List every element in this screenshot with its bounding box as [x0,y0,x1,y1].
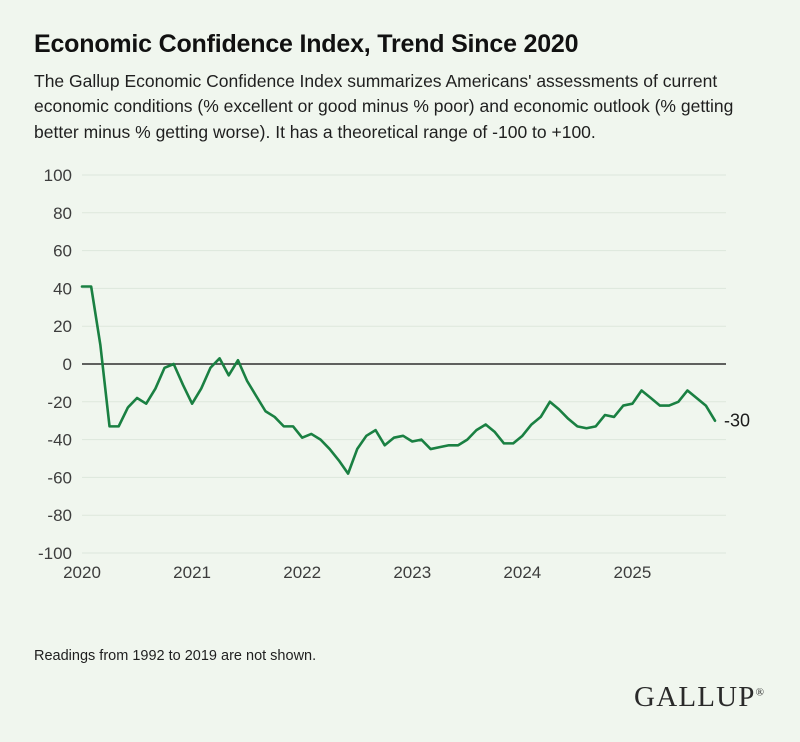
gallup-logo: GALLUP® [634,681,764,714]
x-axis-tick-label: 2020 [63,563,101,582]
x-axis-tick-label: 2023 [393,563,431,582]
trademark-symbol: ® [755,686,764,699]
x-axis-tick-labels: 2020 2021 2022 2023 2024 2025 [63,563,651,582]
y-axis-tick-label: 0 [63,355,72,374]
y-axis-tick-label: 80 [53,204,72,223]
x-axis-tick-label: 2025 [614,563,652,582]
x-axis-tick-label: 2024 [503,563,541,582]
x-axis-tick-label: 2021 [173,563,211,582]
y-axis-tick-label: -20 [47,393,72,412]
chart-plot-area: 100 80 60 40 20 0 -20 -40 -60 -80 -100 2020 2021 202… [34,161,774,591]
y-axis-tick-label: -80 [47,506,72,525]
y-axis-tick-label: 20 [53,317,72,336]
chart-subtitle: The Gallup Economic Confidence Index sum… [34,70,734,142]
footnote: Readings from 1992 to 2019 are not shown… [34,648,317,664]
y-axis-tick-label: -40 [47,430,72,449]
y-axis-tick-label: 100 [44,166,72,185]
gridlines [82,174,726,554]
y-axis-tick-label: 60 [53,241,72,260]
end-value-label: -30 [724,411,750,431]
end-value-annotation: -30 [724,411,750,431]
y-axis-tick-label: -60 [47,468,72,487]
series-path [80,285,717,475]
y-axis-tick-labels: 100 80 60 40 20 0 -20 -40 -60 -80 -100 [38,166,72,563]
y-axis-tick-label: 40 [53,279,72,298]
page-title: Economic Confidence Index, Trend Since 2… [34,30,579,58]
x-axis-tick-label: 2022 [283,563,321,582]
gallup-wordmark: GALLUP [634,681,756,713]
data-series-line [80,285,717,475]
y-axis-tick-label: -100 [38,544,72,563]
